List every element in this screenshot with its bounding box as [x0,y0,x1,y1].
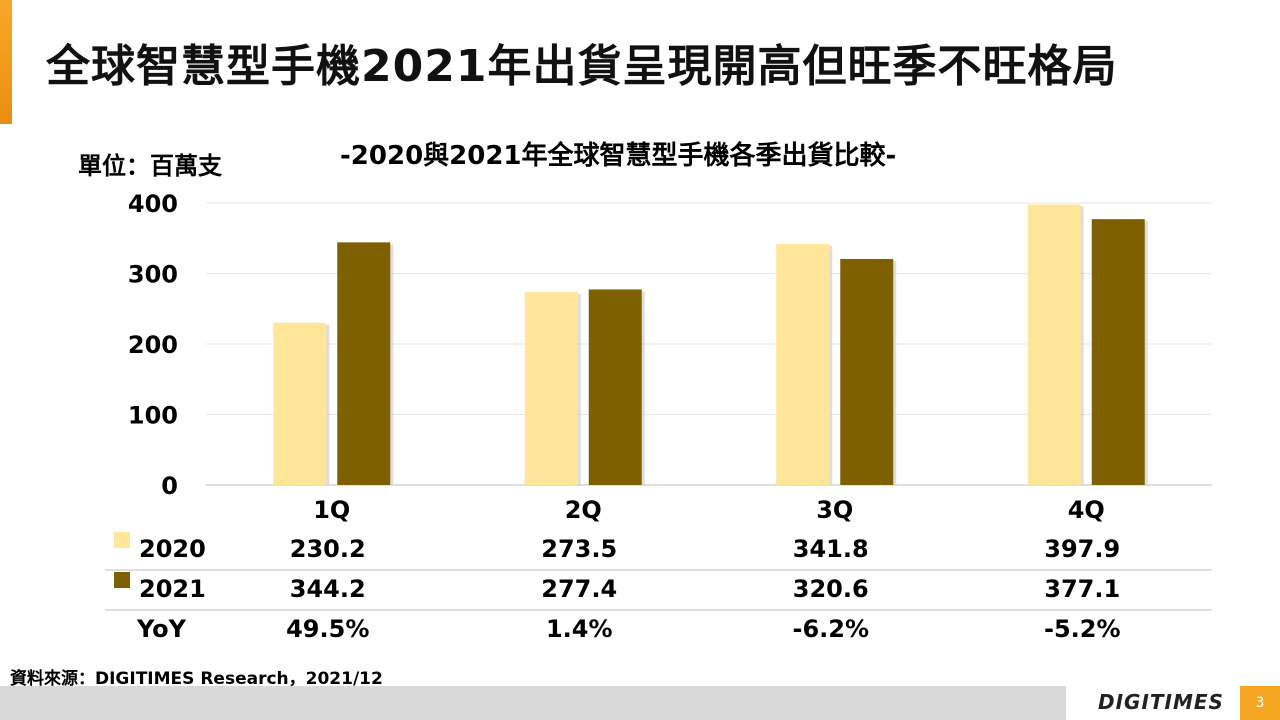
bar-2020-4Q [1027,204,1081,485]
title-accent-bar [0,0,12,124]
table-cell: 320.6 [793,575,869,603]
page-number: 3 [1240,686,1280,720]
y-tick-label: 300 [128,261,178,289]
table-cell: 341.8 [793,535,869,563]
bar-2020-2Q [524,292,578,485]
bar-2020-3Q [776,244,830,485]
table-row-label: 2020 [139,535,206,563]
table-row-label: 2021 [139,575,206,603]
x-category-label: 2Q [565,496,602,524]
source-note: 資料來源：DIGITIMES Research，2021/12 [10,669,383,689]
slide-title: 全球智慧型手機2021年出貨呈現開高但旺季不旺格局 [46,41,1118,92]
y-tick-label: 200 [128,331,178,359]
footer-band [0,686,1066,720]
table-cell: -6.2% [792,615,869,643]
x-category-label: 4Q [1068,496,1105,524]
table-cell: 277.4 [541,575,617,603]
digitimes-logo: DIGITIMES [1098,690,1224,714]
bar-2021-1Q [337,242,391,485]
table-cell: 1.4% [546,615,613,643]
table-row-label: YoY [136,615,187,643]
y-tick-label: 100 [128,402,178,430]
bar-2020-1Q [273,322,327,485]
x-category-label: 1Q [313,496,350,524]
table-cell: 273.5 [541,535,617,563]
unit-label: 單位：百萬支 [78,152,222,180]
bar-2021-2Q [588,289,642,485]
legend-swatch-2020 [114,532,130,548]
table-cell: 397.9 [1044,535,1120,563]
y-tick-label: 0 [161,472,178,500]
legend-swatch-2021 [114,572,130,588]
table-cell: 377.1 [1044,575,1120,603]
chart-title: -2020與2021年全球智慧型手機各季出貨比較- [340,141,897,171]
x-category-label: 3Q [816,496,853,524]
table-cell: 49.5% [286,615,369,643]
bar-2021-3Q [840,258,894,485]
bar-2021-4Q [1091,219,1145,485]
table-cell: 230.2 [290,535,366,563]
table-cell: 344.2 [290,575,366,603]
table-cell: -5.2% [1044,615,1121,643]
y-tick-label: 400 [128,190,178,218]
